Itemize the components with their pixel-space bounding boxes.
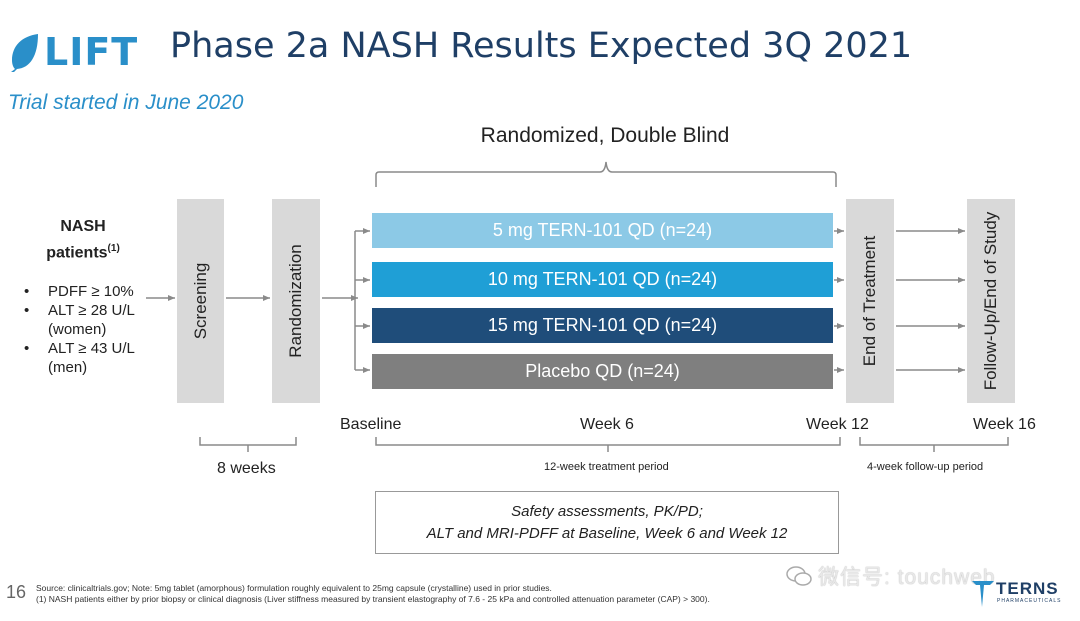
- page-title: Phase 2a NASH Results Expected 3Q 2021: [170, 26, 913, 66]
- footnotes: Source: clinicaltrials.gov; Note: 5mg ta…: [36, 583, 710, 605]
- timepoint-baseline: Baseline: [340, 416, 402, 433]
- safety-line-2: ALT and MRI-PDFF at Baseline, Week 6 and…: [426, 524, 788, 542]
- footnote-1: (1) NASH patients either by prior biopsy…: [36, 594, 710, 604]
- wechat-icon: [786, 566, 812, 586]
- population-title-line2: patients: [46, 244, 108, 262]
- followup-period-brace: [859, 437, 1009, 446]
- terns-logo-subtext: PHARMACEUTICALS: [997, 598, 1062, 604]
- population-title: NASH patients(1): [28, 216, 138, 264]
- timepoint-week12: Week 12: [806, 416, 869, 433]
- logo-text: LIFT: [44, 30, 139, 74]
- arm-label: 15 mg TERN-101 QD (n=24): [487, 315, 718, 335]
- timepoint-week16: Week 16: [973, 416, 1036, 433]
- arm-label: Placebo QD (n=24): [525, 361, 680, 381]
- randomized-brace: [375, 161, 837, 187]
- screening-period-brace: [199, 437, 297, 446]
- page-number: 16: [6, 582, 27, 602]
- arm-label: 5 mg TERN-101 QD (n=24): [492, 220, 713, 240]
- terns-logo: TERNS PHARMACEUTICALS: [970, 575, 1070, 611]
- safety-line-1: Safety assessments, PK/PD;: [511, 502, 703, 520]
- end-of-treatment-box: End of Treatment: [846, 199, 894, 403]
- treatment-period-brace: [375, 437, 841, 446]
- arm-15mg: 15 mg TERN-101 QD (n=24): [372, 308, 833, 343]
- criteria-item: ALT ≥ 43 U/L (men): [20, 339, 160, 377]
- arm-placebo: Placebo QD (n=24): [372, 354, 833, 389]
- footnote-source: Source: clinicaltrials.gov; Note: 5mg ta…: [36, 583, 552, 593]
- followup-period-label: 4-week follow-up period: [867, 461, 984, 473]
- terns-logo-text: TERNS: [996, 579, 1059, 598]
- randomized-label: Randomized, Double Blind: [480, 124, 730, 147]
- watermark: 微信号: touchweb: [786, 561, 996, 591]
- page-subtitle: Trial started in June 2020: [8, 91, 244, 114]
- timepoint-week6: Week 6: [580, 416, 634, 433]
- population-title-line1: NASH: [60, 218, 106, 235]
- watermark-text: 微信号: touchweb: [818, 566, 996, 589]
- terns-bird-icon: [972, 581, 994, 607]
- criteria-item: PDFF ≥ 10%: [20, 282, 160, 301]
- randomization-box: Randomization: [272, 199, 320, 403]
- footnote-mark: (1): [107, 243, 120, 254]
- inclusion-criteria: PDFF ≥ 10% ALT ≥ 28 U/L (women) ALT ≥ 43…: [20, 282, 160, 377]
- treatment-period-label: 12-week treatment period: [544, 461, 669, 473]
- leaf-icon: [11, 34, 38, 72]
- arm-5mg: 5 mg TERN-101 QD (n=24): [372, 213, 833, 248]
- arm-label: 10 mg TERN-101 QD (n=24): [487, 269, 718, 289]
- screening-box: Screening: [177, 199, 224, 403]
- safety-assessments-box: Safety assessments, PK/PD; ALT and MRI-P…: [375, 491, 839, 554]
- criteria-item: ALT ≥ 28 U/L (women): [20, 301, 160, 339]
- screening-duration: 8 weeks: [217, 460, 276, 477]
- follow-up-box: Follow-Up/End of Study: [967, 199, 1015, 403]
- arm-10mg: 10 mg TERN-101 QD (n=24): [372, 262, 833, 297]
- lift-logo: LIFT: [8, 28, 148, 76]
